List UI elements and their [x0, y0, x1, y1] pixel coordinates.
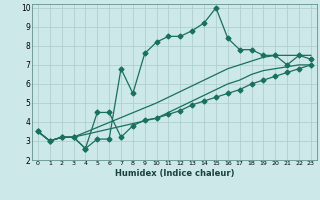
X-axis label: Humidex (Indice chaleur): Humidex (Indice chaleur) [115, 169, 234, 178]
